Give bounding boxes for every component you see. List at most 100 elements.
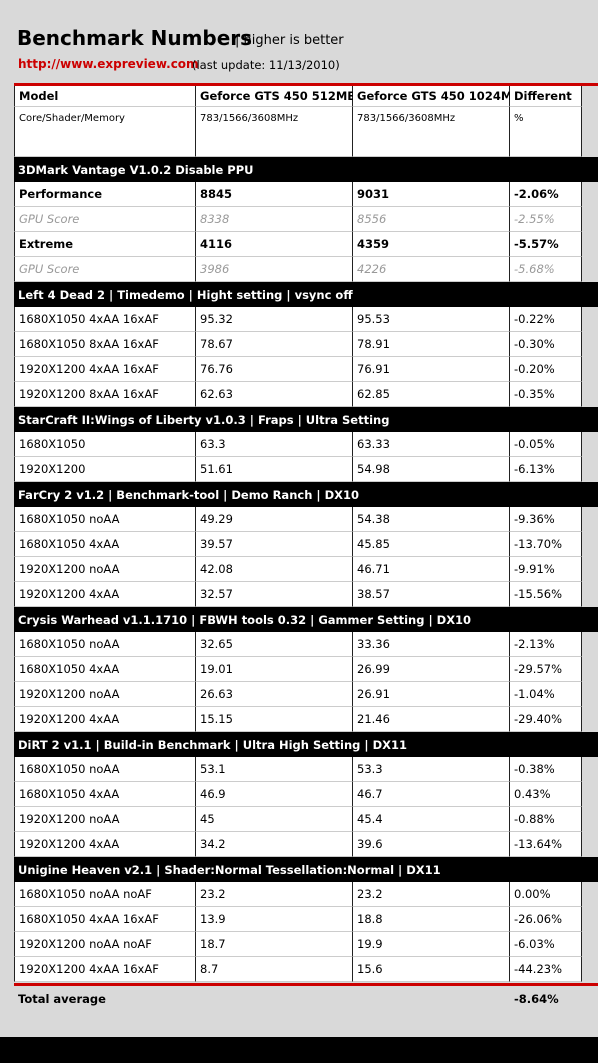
data-row: 1920X1200 noAA noAF (14, 932, 196, 957)
data-row: 1680X1050 noAA (14, 507, 196, 532)
data-row: 76.76 (196, 357, 353, 382)
data-row: 4116 (196, 232, 353, 257)
data-row: -6.13% (510, 457, 582, 482)
data-row: 26.99 (353, 657, 510, 682)
data-row: 32.65 (196, 632, 353, 657)
data-row: 95.53 (353, 307, 510, 332)
data-row: 1680X1050 noAA (14, 757, 196, 782)
spec-row: % (510, 107, 582, 157)
section-header: FarCry 2 v1.2 | Benchmark-tool | Demo Ra… (14, 482, 598, 507)
data-row: 33.36 (353, 632, 510, 657)
red-rule (14, 83, 598, 86)
data-row: 46.7 (353, 782, 510, 807)
data-row: 13.9 (196, 907, 353, 932)
data-row: 1680X1050 4xAA (14, 657, 196, 682)
section-header: StarCraft II:Wings of Liberty v1.0.3 | F… (14, 407, 598, 432)
data-row: 1680X1050 noAA (14, 632, 196, 657)
update: (last update: 11/13/2010) (192, 58, 340, 72)
data-row: 26.63 (196, 682, 353, 707)
data-row: 15.6 (353, 957, 510, 982)
data-row: 1680X1050 noAA noAF (14, 882, 196, 907)
data-row: 1920X1200 noAA (14, 557, 196, 582)
data-row: -2.06% (510, 182, 582, 207)
data-row: 9031 (353, 182, 510, 207)
section-header: Left 4 Dead 2 | Timedemo | Hight setting… (14, 282, 598, 307)
data-row: Performance (14, 182, 196, 207)
data-row: Extreme (14, 232, 196, 257)
total-value: -8.64% (514, 992, 559, 1006)
data-row: -9.36% (510, 507, 582, 532)
data-row: 8845 (196, 182, 353, 207)
data-row: 8338 (196, 207, 353, 232)
data-row: 19.01 (196, 657, 353, 682)
data-row: -6.03% (510, 932, 582, 957)
total-label: Total average (18, 992, 106, 1006)
data-row: 46.9 (196, 782, 353, 807)
data-row: 42.08 (196, 557, 353, 582)
column-header: Geforce GTS 450 512MB (196, 86, 356, 107)
data-row: -29.57% (510, 657, 582, 682)
data-row: GPU Score (14, 257, 196, 282)
data-row: 8556 (353, 207, 510, 232)
data-row: 78.67 (196, 332, 353, 357)
section-header: Unigine Heaven v2.1 | Shader:Normal Tess… (14, 857, 598, 882)
url[interactable]: http://www.expreview.com (18, 57, 199, 71)
data-row: 18.8 (353, 907, 510, 932)
data-row: -13.64% (510, 832, 582, 857)
data-row: 8.7 (196, 957, 353, 982)
data-row: 15.15 (196, 707, 353, 732)
data-row: 63.3 (196, 432, 353, 457)
data-row: GPU Score (14, 207, 196, 232)
data-row: -0.20% (510, 357, 582, 382)
data-row: 21.46 (353, 707, 510, 732)
data-row: 0.43% (510, 782, 582, 807)
data-row: -0.30% (510, 332, 582, 357)
data-row: -0.35% (510, 382, 582, 407)
data-row: 34.2 (196, 832, 353, 857)
data-row: 39.57 (196, 532, 353, 557)
data-row: 1680X1050 4xAA (14, 532, 196, 557)
data-row: 63.33 (353, 432, 510, 457)
data-row: 45.85 (353, 532, 510, 557)
data-row: 78.91 (353, 332, 510, 357)
data-row: 23.2 (196, 882, 353, 907)
data-row: 95.32 (196, 307, 353, 332)
section-header: Crysis Warhead v1.1.1710 | FBWH tools 0.… (14, 607, 598, 632)
data-row: 45.4 (353, 807, 510, 832)
data-row: 1920X1200 noAA (14, 682, 196, 707)
data-row: -2.55% (510, 207, 582, 232)
data-row: 4359 (353, 232, 510, 257)
data-row: 49.29 (196, 507, 353, 532)
data-row: 54.38 (353, 507, 510, 532)
data-row: 1680X1050 4xAA 16xAF (14, 307, 196, 332)
data-row: 1920X1200 4xAA (14, 707, 196, 732)
data-row: 4226 (353, 257, 510, 282)
data-row: 1920X1200 4xAA (14, 832, 196, 857)
data-row: -0.05% (510, 432, 582, 457)
data-row: 1920X1200 8xAA 16xAF (14, 382, 196, 407)
spec-row: 783/1566/3608MHz (353, 107, 510, 157)
data-row: -44.23% (510, 957, 582, 982)
data-row: 19.9 (353, 932, 510, 957)
data-row: 62.63 (196, 382, 353, 407)
footer-bar (0, 1037, 598, 1063)
section-header: DiRT 2 v1.1 | Build-in Benchmark | Ultra… (14, 732, 598, 757)
data-row: -29.40% (510, 707, 582, 732)
data-row: 1920X1200 noAA (14, 807, 196, 832)
data-row: 0.00% (510, 882, 582, 907)
spec-row: Core/Shader/Memory (14, 107, 196, 157)
data-row: 1680X1050 8xAA 16xAF (14, 332, 196, 357)
data-row: 38.57 (353, 582, 510, 607)
data-row: 62.85 (353, 382, 510, 407)
data-row: -15.56% (510, 582, 582, 607)
data-row: -1.04% (510, 682, 582, 707)
section-header: 3DMark Vantage V1.0.2 Disable PPU (14, 157, 598, 182)
subtitle: | higher is better (235, 33, 344, 48)
data-row: -0.38% (510, 757, 582, 782)
data-row: -26.06% (510, 907, 582, 932)
data-row: 26.91 (353, 682, 510, 707)
data-row: 18.7 (196, 932, 353, 957)
column-header: Different (510, 86, 582, 107)
data-row: 53.3 (353, 757, 510, 782)
